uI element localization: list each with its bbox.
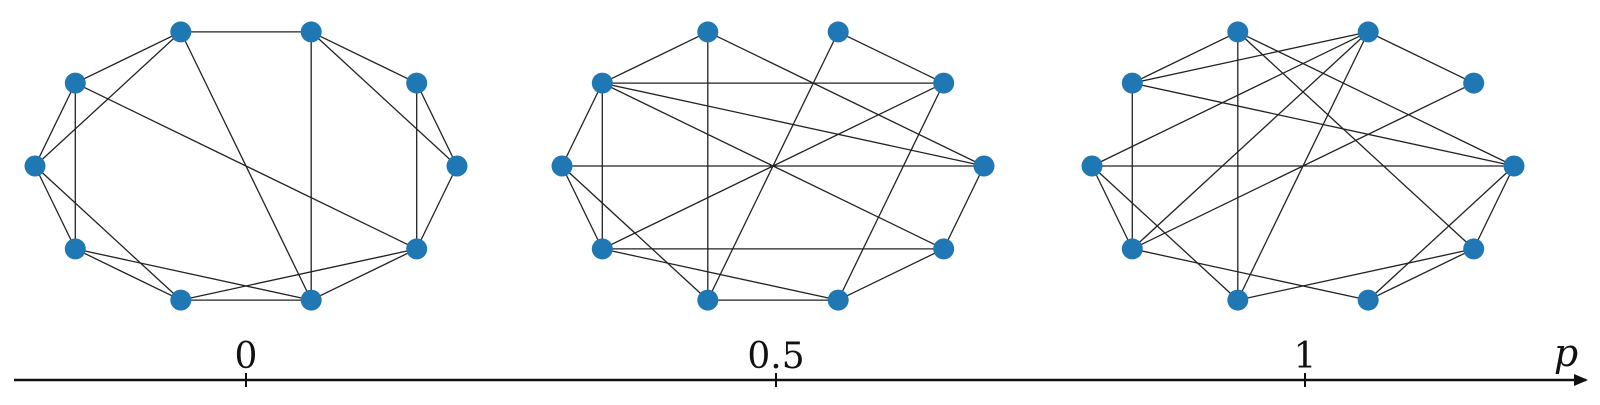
edge (837, 82, 945, 301)
node (170, 289, 192, 311)
edge (416, 82, 458, 167)
edge (310, 31, 417, 84)
node (827, 289, 849, 311)
edge (561, 165, 603, 250)
edge (1091, 31, 1369, 167)
edge (1132, 82, 1474, 250)
edge (34, 165, 76, 250)
edge (180, 31, 312, 301)
node (1081, 155, 1103, 177)
node (170, 21, 192, 43)
edge (1367, 165, 1515, 301)
graph-p-0 (24, 21, 468, 311)
edge (561, 82, 603, 167)
edge (34, 165, 182, 301)
node (406, 72, 428, 94)
edge (75, 31, 182, 84)
edge (837, 31, 944, 84)
node (1227, 21, 1249, 43)
graphs-group (24, 21, 1525, 311)
node (551, 155, 573, 177)
node (1463, 72, 1485, 94)
tick-label-2: 1 (1294, 336, 1317, 377)
node (64, 72, 86, 94)
node (1227, 289, 1249, 311)
edge (34, 82, 76, 167)
node (591, 238, 613, 260)
graph-p-1 (1081, 21, 1525, 311)
node (1121, 72, 1143, 94)
edge (1131, 31, 1369, 250)
edge (75, 248, 312, 301)
node (446, 155, 468, 177)
p-axis: 0 0.5 1 p (14, 331, 1588, 387)
node (406, 238, 428, 260)
axis-label-p: p (1554, 331, 1578, 375)
edge (1091, 165, 1133, 250)
edge (310, 248, 417, 301)
edge (943, 165, 985, 250)
edge (1367, 248, 1474, 301)
tick-label-1: 0.5 (747, 336, 804, 377)
edge (1132, 31, 1369, 84)
edge (1132, 31, 1239, 84)
edge (561, 165, 709, 301)
tick-label-0: 0 (235, 336, 258, 377)
edge (602, 82, 944, 250)
node (300, 289, 322, 311)
edge (416, 165, 458, 250)
node (973, 155, 995, 177)
edge (837, 248, 944, 301)
edge (1367, 31, 1474, 84)
node (591, 72, 613, 94)
node (64, 238, 86, 260)
node (697, 289, 719, 311)
node (933, 238, 955, 260)
graph-p-0.5 (551, 21, 995, 311)
edge (1237, 31, 1515, 167)
edge (310, 31, 458, 167)
edge (707, 31, 985, 167)
node (1463, 238, 1485, 260)
node (300, 21, 322, 43)
node (1503, 155, 1525, 177)
node (24, 155, 46, 177)
node (697, 21, 719, 43)
node (1357, 289, 1379, 311)
node (933, 72, 955, 94)
edge (75, 248, 182, 301)
edge (1237, 248, 1474, 301)
edge (1473, 165, 1515, 250)
node (827, 21, 849, 43)
node (1357, 21, 1379, 43)
edge (602, 31, 709, 84)
node (1121, 238, 1143, 260)
